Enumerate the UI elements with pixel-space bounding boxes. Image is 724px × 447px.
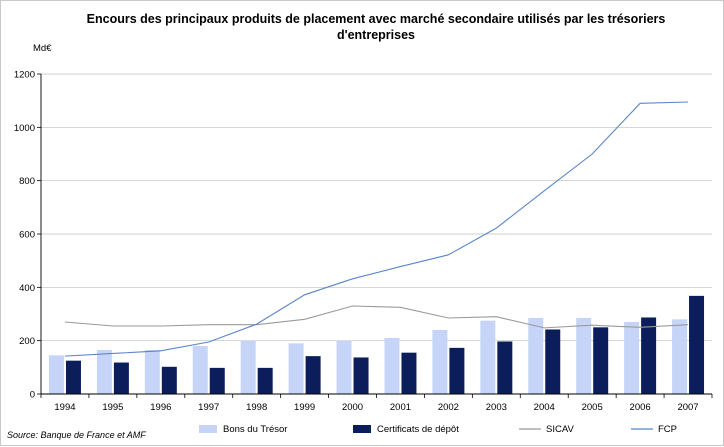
legend-item: Bons du Trésor [199,424,287,435]
bar-bons-du-tresor [624,322,640,394]
legend-swatch [353,425,371,433]
bar-bons-du-tresor [192,346,208,394]
x-tick-label: 2005 [582,402,603,413]
line-sicav [64,305,689,329]
bar-bons-du-tresor [480,320,496,394]
bar-certificats-de-depot [593,327,609,394]
bar-certificats-de-depot [257,367,273,394]
bar-bons-du-tresor [528,318,544,394]
bar-certificats-de-depot [497,341,513,394]
bar-certificats-de-depot [305,356,321,394]
legend-label: Bons du Trésor [223,424,287,435]
y-tick-label: 800 [19,176,35,187]
legend-item: FCP [631,424,677,435]
bar-certificats-de-depot [353,357,369,394]
x-tick-label: 2004 [534,402,555,413]
bar-certificats-de-depot [449,347,465,394]
x-tick-label: 2006 [630,402,651,413]
y-tick-label: 1000 [14,123,35,134]
x-tick-label: 1996 [150,402,171,413]
chart-title-line-2: d'entreprises [337,28,415,42]
y-tick-label: 400 [19,283,35,294]
bar-certificats-de-depot [545,329,561,394]
legend: Bons du Trésor Certificats de dépôt SICAV F… [199,424,677,435]
x-tick-label: 1998 [246,402,267,413]
legend-item: Certificats de dépôt [353,424,459,435]
y-tick-label: 0 [30,390,35,401]
line-fcp [64,101,689,357]
legend-swatch [199,425,217,433]
legend-label: SICAV [546,424,574,435]
bar-bons-du-tresor [672,319,688,394]
bar-bons-du-tresor [144,350,160,394]
bar-bons-du-tresor [384,338,400,394]
legend-label: Certificats de dépôt [377,424,459,435]
bar-certificats-de-depot [161,366,177,394]
bar-certificats-de-depot [401,352,417,394]
axes: 0 200 400 600 800 1000 1200 1994 1995 1996 1997 199… [14,70,713,413]
chart-title-line-1: Encours des principaux produits de place… [87,12,666,26]
x-tick-label: 1994 [54,402,75,413]
bar-certificats-de-depot [209,367,225,394]
lines [64,101,689,357]
bar-bons-du-tresor [336,340,352,394]
x-tick-label: 2003 [486,402,507,413]
source-note: Source: Banque de France et AMF [7,430,146,440]
x-tick-label: 1995 [102,402,123,413]
x-tick-label: 2007 [677,402,698,413]
gridlines [41,73,712,342]
bar-bons-du-tresor [240,340,256,394]
bars [48,295,705,394]
bar-bons-du-tresor [96,350,112,394]
bar-certificats-de-depot [113,362,129,394]
y-tick-label: 200 [19,336,35,347]
bar-certificats-de-depot [641,317,657,394]
bar-certificats-de-depot [689,295,705,394]
y-tick-label: 600 [19,230,35,241]
y-axis-unit-label: Md€ [33,43,52,54]
bar-bons-du-tresor [576,318,592,394]
x-tick-label: 1999 [294,402,315,413]
x-tick-label: 2001 [390,402,411,413]
x-tick-label: 1997 [198,402,219,413]
legend-label: FCP [658,424,677,435]
bar-certificats-de-depot [65,360,81,394]
bar-bons-du-tresor [288,343,304,394]
y-tick-label: 1200 [14,70,35,81]
x-tick-label: 2000 [342,402,363,413]
bar-bons-du-tresor [432,330,448,394]
legend-item: SICAV [519,424,574,435]
bar-bons-du-tresor [48,355,64,394]
x-tick-label: 2002 [438,402,459,413]
